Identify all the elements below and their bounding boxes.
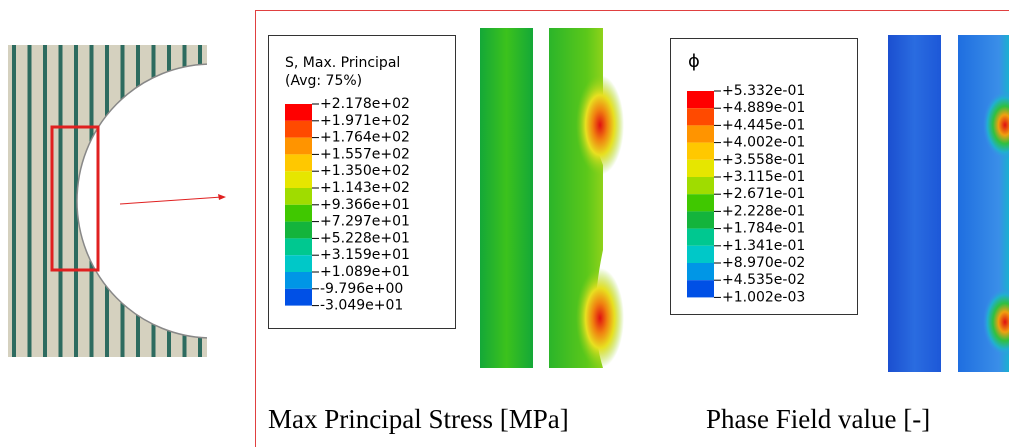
stripe	[43, 45, 47, 357]
legend-swatch	[687, 245, 714, 263]
legend-swatch	[285, 154, 312, 172]
legend-label: +1.341e-01	[722, 238, 805, 254]
legend-swatch	[687, 194, 714, 212]
arrow-head	[218, 194, 226, 200]
legend-swatch	[687, 108, 714, 126]
legend-label: +1.143e+02	[320, 180, 410, 196]
legend-label: +2.178e+02	[320, 96, 410, 112]
legend-swatch	[687, 211, 714, 229]
legend-label: -3.049e+01	[320, 298, 403, 314]
legend-swatch	[285, 238, 312, 256]
legend-label: +7.297e+01	[320, 214, 410, 230]
caption: Phase Field value [-]	[706, 404, 930, 434]
legend-swatch	[687, 91, 714, 109]
legend-label: +9.366e+01	[320, 197, 410, 213]
legend-label: +4.445e-01	[722, 117, 805, 133]
legend-label: +1.350e+02	[320, 163, 410, 179]
legend-swatch	[687, 177, 714, 195]
legend-label: +5.332e-01	[722, 83, 805, 99]
caption: Max Principal Stress [MPa]	[268, 404, 569, 434]
legend-swatch	[285, 188, 312, 205]
legend-label: +2.671e-01	[722, 186, 805, 202]
arrow	[119, 196, 223, 205]
legend-subtitle: (Avg: 75%)	[285, 73, 362, 89]
legend-label: +1.557e+02	[320, 146, 410, 162]
legend-label: +4.002e-01	[722, 135, 805, 151]
legend-label: -9.796e+00	[320, 281, 403, 297]
legend-swatch	[687, 159, 714, 177]
stripe	[27, 45, 32, 357]
legend-label: +1.764e+02	[320, 130, 410, 146]
legend-swatch	[687, 228, 714, 246]
legend-swatch	[687, 142, 714, 160]
legend-label: +3.159e+01	[320, 247, 410, 263]
legend-swatch	[687, 263, 714, 281]
legend-label: +8.970e-02	[722, 255, 805, 271]
legend-swatch	[285, 171, 312, 188]
stripe	[58, 45, 63, 357]
legend-label: +3.558e-01	[722, 152, 805, 168]
legend-label: +2.228e-01	[722, 203, 805, 219]
legend-label: +4.889e-01	[722, 100, 805, 116]
legend-swatch	[285, 288, 312, 306]
legend-swatch	[285, 272, 312, 289]
legend-swatch	[285, 255, 312, 272]
stress-strip-left	[480, 28, 533, 368]
legend-swatch	[285, 104, 312, 121]
legend-label: +3.115e-01	[722, 169, 805, 185]
stripe	[12, 45, 16, 357]
legend-label: +4.535e-02	[722, 272, 805, 288]
specimen	[8, 45, 207, 357]
phase-strip-left	[888, 35, 941, 372]
legend-swatch	[285, 221, 312, 239]
legend-label: +5.228e+01	[320, 230, 410, 246]
legend-title: S, Max. Principal	[285, 55, 400, 71]
legend-label: +1.971e+02	[320, 113, 410, 129]
legend-label: +1.002e-03	[722, 289, 805, 305]
zoom-box	[50, 125, 100, 272]
legend-swatch	[285, 137, 312, 155]
legend-swatch	[687, 125, 714, 143]
legend-label: +1.784e-01	[722, 221, 805, 237]
phase-hotspot	[983, 91, 1009, 159]
phase-hotspot	[983, 288, 1009, 356]
panel-border	[255, 10, 1009, 447]
stripe	[74, 45, 78, 357]
legend-title: ϕ	[688, 51, 700, 72]
legend-swatch	[285, 120, 312, 138]
legend-swatch	[285, 204, 312, 222]
legend-label: +1.089e+01	[320, 264, 410, 280]
stress-hotspot	[576, 75, 624, 175]
legend-swatch	[687, 280, 714, 298]
stress-hotspot	[576, 268, 624, 368]
